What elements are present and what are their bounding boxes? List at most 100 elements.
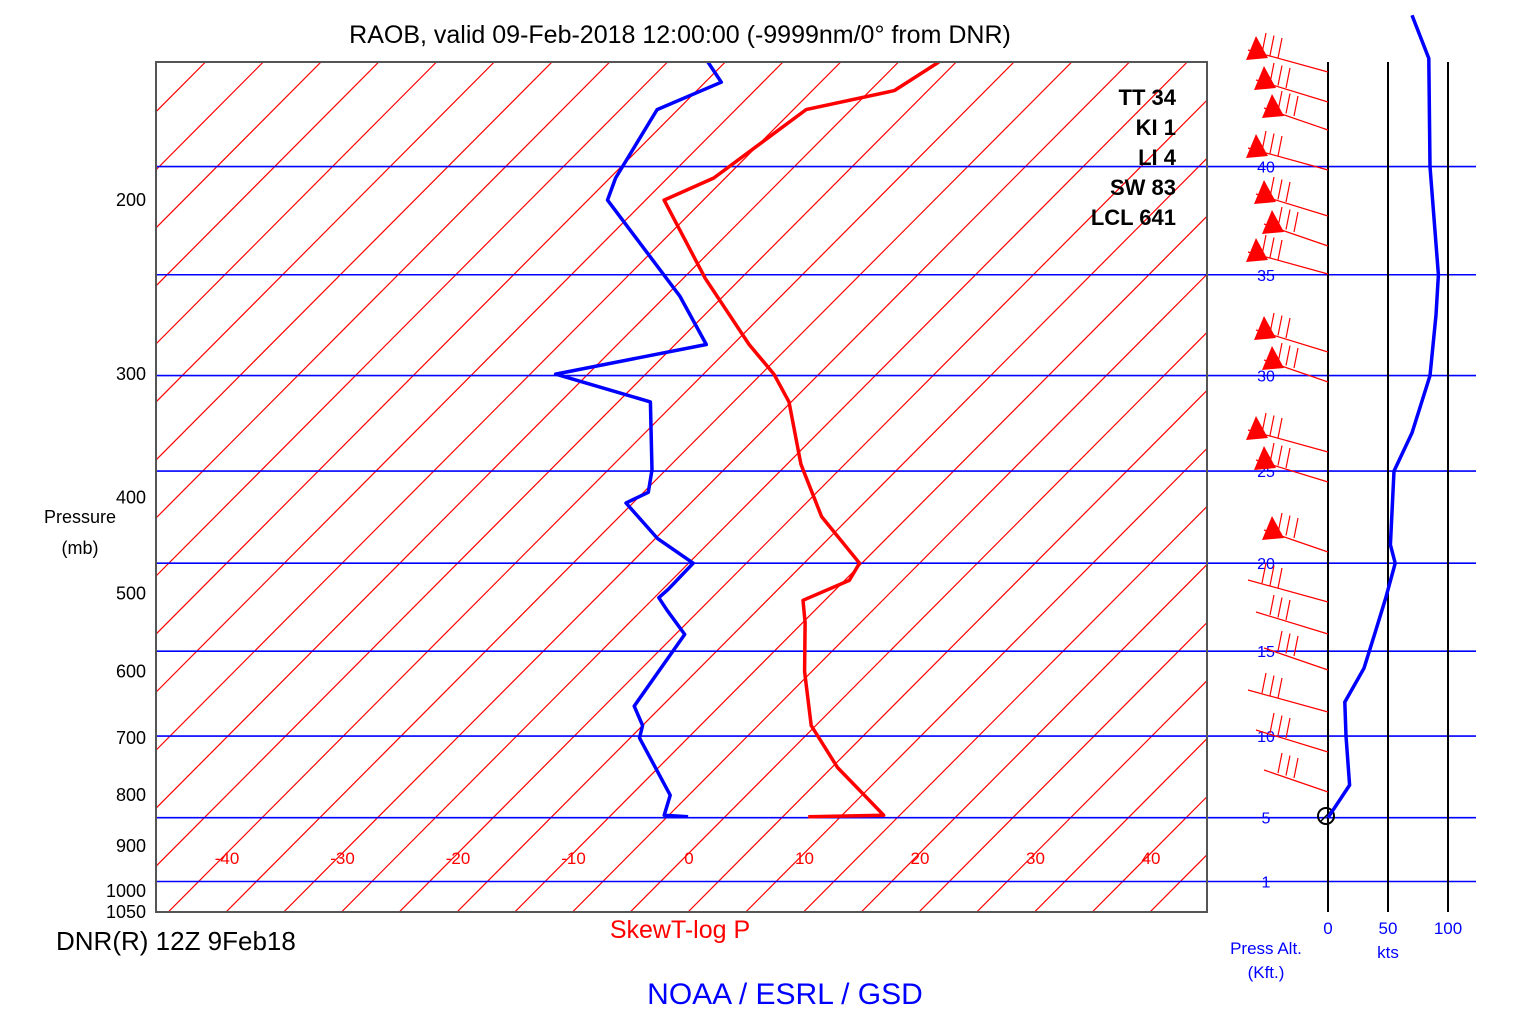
barb-tick [1285,599,1291,621]
barb-flag [1246,416,1268,440]
barb-tick [1285,67,1291,89]
isotherm-line [156,62,899,810]
barb-flag [1254,66,1276,90]
altitude-label: 40 [1257,160,1275,177]
temperature-tick-label: 10 [795,849,814,868]
barb-tick [1277,715,1283,736]
wind-barb [1247,672,1329,713]
altitude-label: 30 [1257,369,1275,386]
wind-barb [1263,630,1329,671]
wind-barb [1247,562,1329,603]
barb-tick [1285,345,1291,366]
wind-barb [1254,62,1329,103]
altitude-label: 15 [1257,644,1275,661]
isotherm-line [398,99,1207,912]
wind-barb [1263,752,1329,793]
isotherm-grid [0,62,1540,912]
barb-tick [1293,757,1299,779]
press-alt-label-2: (Kft.) [1248,963,1285,982]
barb-tick [1269,675,1275,696]
sounding-lines [553,62,940,819]
isotherm-line [629,331,1207,912]
altitude-label: 1 [1262,875,1271,892]
barb-tick [1277,445,1283,466]
barb-tick [1293,517,1299,539]
y-axis-title-1: Pressure [44,507,116,527]
isotherm-line [456,157,1207,912]
wind-barb [1262,90,1329,131]
pressure-tick-label: 700 [116,728,146,748]
isotherm-line [1208,62,1540,912]
wind-barbs [1246,32,1329,793]
wind-speed-tick: 100 [1434,919,1462,938]
barb-shaft [1263,647,1329,671]
y-axis-title-2: (mb) [62,538,99,558]
barb-shaft [1247,579,1329,603]
barb-tick [1269,133,1275,154]
barb-tick [1269,712,1275,734]
isotherm-line [156,62,206,113]
barb-shaft [1255,729,1329,753]
stability-indices: TT 34 KI 1 LI 4 SW 83 LCL 641 [1091,85,1177,230]
barb-shaft [1263,769,1329,793]
barb-flag [1254,316,1276,340]
isotherm-line [860,563,1207,912]
barb-tick [1261,562,1267,584]
barb-tick [1277,65,1283,86]
isotherm-line [156,62,553,461]
pressure-tick-label: 400 [116,488,146,508]
plot-frame [155,61,1208,913]
barb-tick [1269,565,1275,586]
isotherm-line [283,62,1130,912]
isotherm-line [687,389,1207,912]
pressure-tick-label: 500 [116,583,146,603]
temperature-tick-labels: -40 -30 -20 -10 0 10 20 30 40 [215,849,1161,868]
index-li: LI 4 [1138,145,1177,170]
isotherm-line [156,62,495,403]
isotherm-line [156,62,380,287]
isotherm-line [0,62,32,912]
barb-flag [1246,238,1268,262]
barb-flag [1262,210,1284,234]
isotherm-line [918,621,1207,912]
wind-barb [1255,712,1329,753]
wind-barb [1254,176,1329,217]
isotherm-line [156,62,726,635]
isotherm-line [156,62,322,229]
pressure-tick-label: 600 [116,662,146,682]
press-alt-label-1: Press Alt. [1230,939,1302,958]
barb-tick [1293,95,1299,117]
barb-flag [1254,180,1276,204]
isotherm-line [0,62,90,912]
wind-speed-line [1326,14,1441,819]
altitude-label: 5 [1262,811,1271,828]
barb-flag [1262,516,1284,540]
barb-tick [1277,135,1283,157]
barb-tick [1277,630,1283,652]
station-label: DNR(R) 12Z 9Feb18 [56,926,296,956]
pressure-tick-label: 1000 [106,881,146,901]
barb-tick [1277,239,1283,261]
isotherm-line [156,62,842,752]
barb-tick [1269,415,1275,436]
kts-label: kts [1377,943,1399,962]
isotherm-line [156,62,668,577]
wind-barb [1246,234,1329,275]
wind-barb [1255,594,1329,635]
barb-tick [1261,672,1267,694]
barb-tick [1285,317,1291,339]
pressure-tick-label: 800 [116,785,146,805]
barb-flag [1262,94,1284,118]
isotherm-line [745,447,1207,912]
barb-tick [1293,211,1299,233]
barb-shaft [1247,689,1329,713]
barb-tick [1269,594,1275,616]
isotherm-line [1149,853,1207,912]
barb-tick [1285,209,1291,230]
barb-tick [1277,37,1283,59]
isotherm-line [803,505,1207,912]
isotherm-line [572,273,1207,912]
wind-barb [1262,342,1329,383]
